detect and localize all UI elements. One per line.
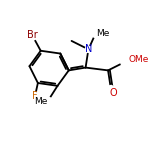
Circle shape — [121, 58, 129, 66]
Circle shape — [108, 86, 114, 92]
Circle shape — [43, 97, 52, 105]
Text: N: N — [85, 44, 92, 54]
Circle shape — [92, 30, 99, 37]
Text: O: O — [110, 88, 117, 98]
Text: Me: Me — [96, 29, 109, 38]
Circle shape — [85, 46, 92, 52]
Text: Br: Br — [27, 30, 38, 40]
Circle shape — [27, 30, 37, 40]
Circle shape — [32, 93, 38, 99]
Text: Me: Me — [34, 97, 47, 106]
Text: F: F — [32, 91, 38, 101]
Text: OMe: OMe — [128, 55, 149, 64]
